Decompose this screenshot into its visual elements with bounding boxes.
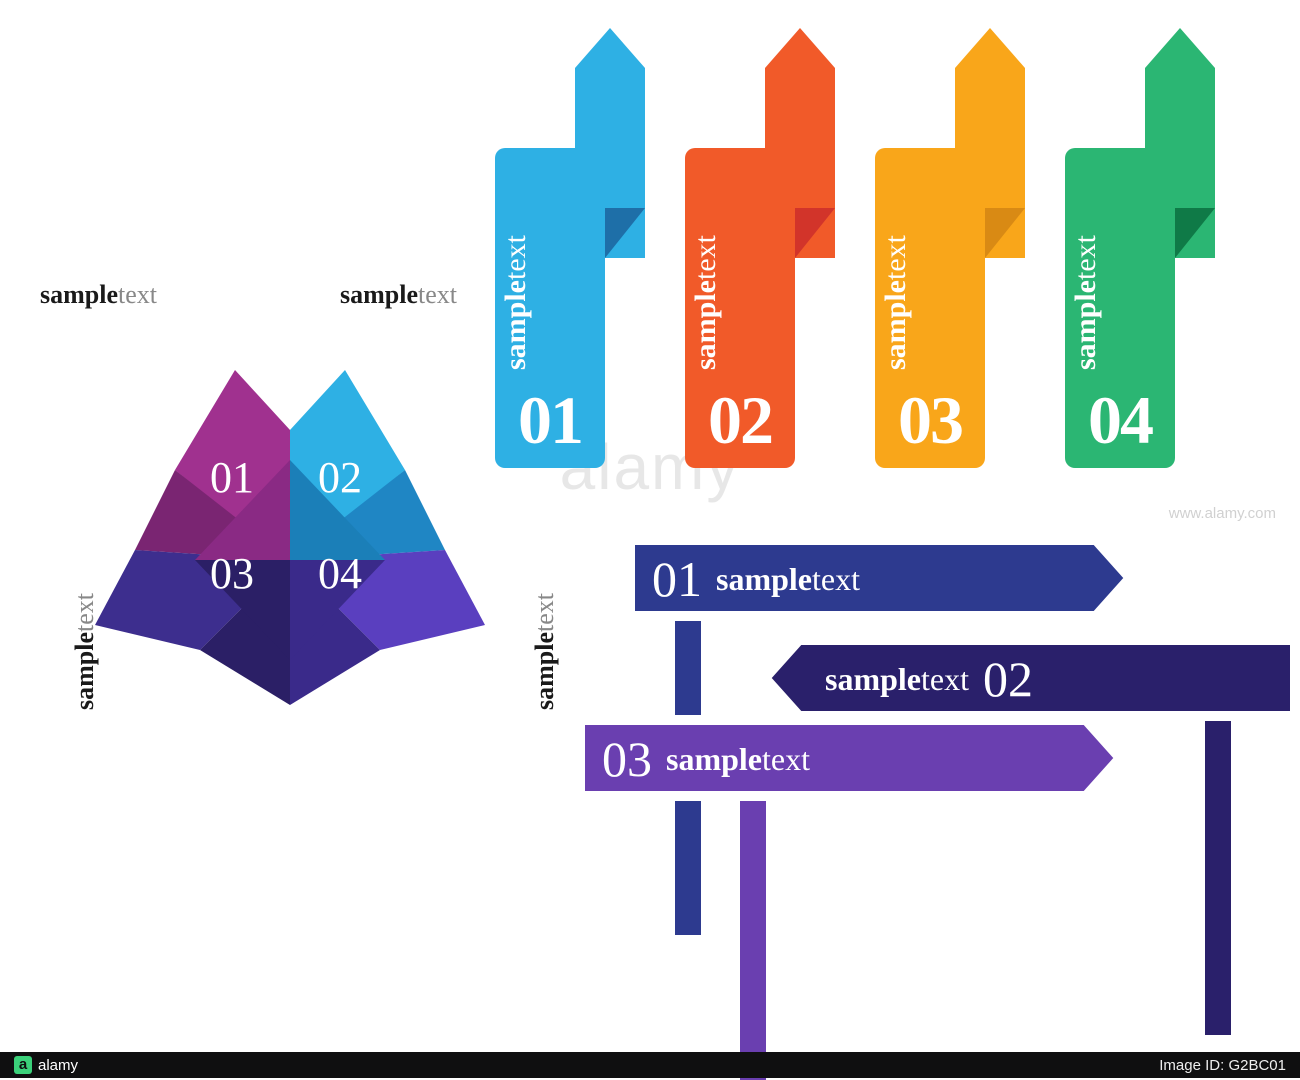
footer-logo: a alamy bbox=[14, 1056, 78, 1074]
vtag-text: sampletext bbox=[689, 235, 723, 370]
badge-label-tr: sampletext bbox=[340, 280, 457, 310]
badge-num-4: 04 bbox=[318, 548, 362, 599]
sign-row-2: sampletext02 bbox=[825, 650, 1033, 708]
footer-bar: a alamy Image ID: G2BC01 bbox=[0, 1052, 1300, 1078]
sign-row-3: 03sampletext bbox=[602, 730, 810, 788]
badge-label-br: sampletext bbox=[530, 593, 560, 710]
badge-num-1: 01 bbox=[210, 452, 254, 503]
vtag-num: 03 bbox=[875, 381, 985, 460]
badge-shape bbox=[80, 350, 500, 730]
footer-code: Image ID: G2BC01 bbox=[1159, 1057, 1286, 1074]
vtag-text: sampletext bbox=[879, 235, 913, 370]
canvas: alamy www.alamy.com 01sampletext02sample… bbox=[0, 0, 1300, 1078]
vtag-4: 04 sampletext bbox=[1065, 88, 1245, 468]
vtag-text: sampletext bbox=[1069, 235, 1103, 370]
vtag-3: 03 sampletext bbox=[875, 88, 1055, 468]
vtag-num: 04 bbox=[1065, 381, 1175, 460]
origami-badge: sampletext sampletext sampletext samplet… bbox=[40, 280, 560, 780]
badge-num-3: 03 bbox=[210, 548, 254, 599]
vtag-2: 02 sampletext bbox=[685, 88, 865, 468]
badge-num-2: 02 bbox=[318, 452, 362, 503]
vtag-num: 02 bbox=[685, 381, 795, 460]
signpost-group: 01sampletext sampletext02 03sampletext bbox=[580, 520, 1300, 1080]
badge-label-tl: sampletext bbox=[40, 280, 157, 310]
sign-row-1: 01sampletext bbox=[652, 550, 860, 608]
